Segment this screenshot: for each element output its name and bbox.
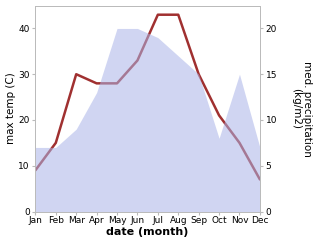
- X-axis label: date (month): date (month): [107, 227, 189, 237]
- Y-axis label: max temp (C): max temp (C): [5, 73, 16, 144]
- Y-axis label: med. precipitation
(kg/m2): med. precipitation (kg/m2): [291, 61, 313, 156]
